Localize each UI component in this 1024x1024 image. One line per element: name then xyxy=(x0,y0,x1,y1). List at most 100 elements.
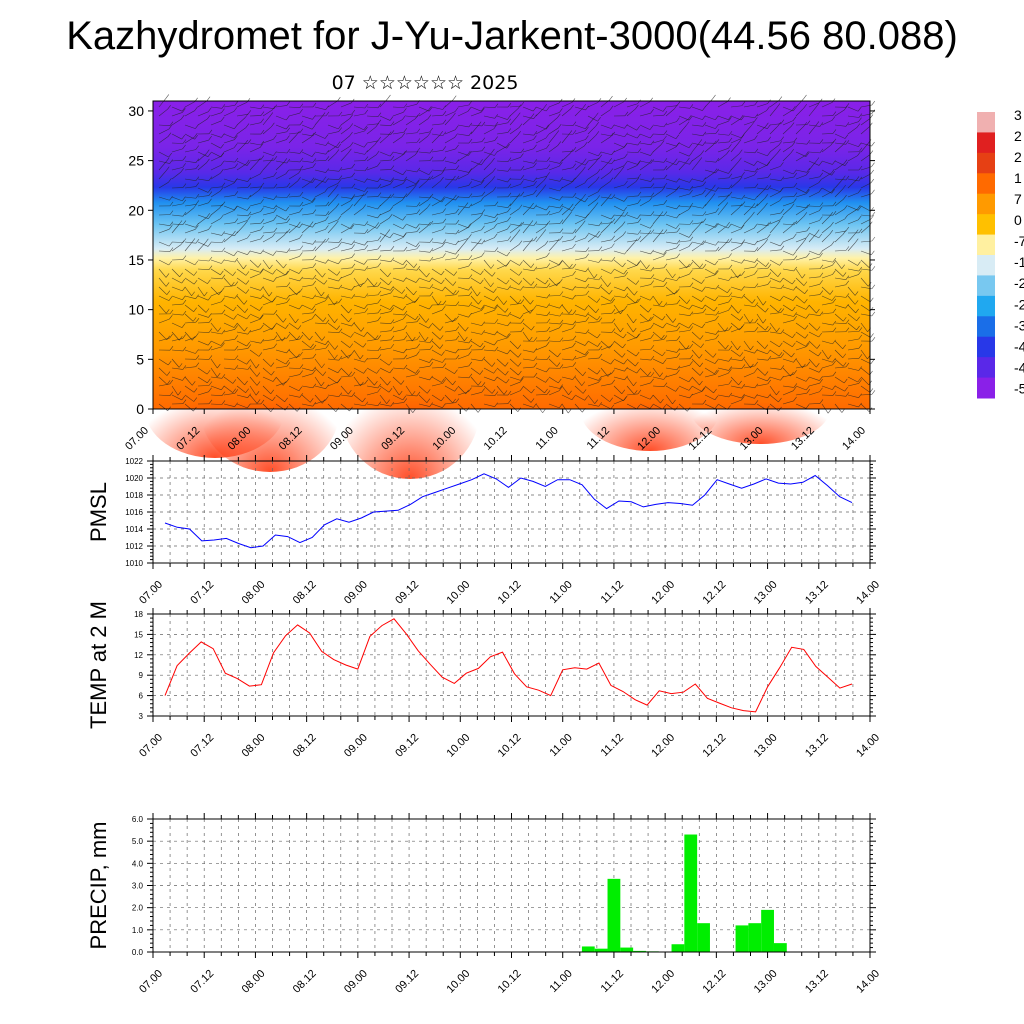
wind-barb-flag xyxy=(673,158,678,163)
wind-barb xyxy=(730,223,742,229)
wind-barb-flag xyxy=(543,103,547,109)
wind-barb xyxy=(210,112,222,117)
wind-barb-flag xyxy=(558,123,562,129)
wind-barb xyxy=(223,234,233,243)
wind-barb xyxy=(587,102,599,108)
wind-barb xyxy=(769,107,778,117)
wind-barb-flag xyxy=(389,151,394,157)
wind-barb xyxy=(301,160,313,163)
wind-barb-flag xyxy=(464,238,469,243)
wind-barb-flag xyxy=(494,247,499,252)
wind-barb-flag xyxy=(871,311,876,317)
wind-barb-flag xyxy=(702,218,707,223)
wind-barb xyxy=(496,220,508,225)
wind-barb-flag xyxy=(870,297,874,303)
wind-barb xyxy=(223,182,235,189)
wind-barb-flag xyxy=(273,104,278,109)
wind-barb xyxy=(626,195,638,198)
wind-barb-flag xyxy=(842,184,846,190)
wind-barb xyxy=(574,160,586,166)
wind-barb xyxy=(184,259,195,266)
wind-barb-flag xyxy=(855,238,859,243)
wind-barb-flag xyxy=(247,177,251,182)
wind-barb xyxy=(457,242,466,252)
wind-barb xyxy=(288,134,297,144)
wind-barb xyxy=(652,160,664,163)
wind-barb-flag xyxy=(728,253,732,258)
wind-barb-flag xyxy=(452,175,456,181)
precip-bar xyxy=(620,947,634,952)
wind-barb-flag xyxy=(415,224,420,229)
wind-barb-flag xyxy=(477,121,482,126)
wind-barb-flag xyxy=(507,118,512,123)
wind-barb-flag xyxy=(375,222,380,227)
wind-barb xyxy=(197,139,209,144)
wind-barb-flag xyxy=(520,148,525,153)
wind-barb xyxy=(483,115,495,119)
wind-barb xyxy=(834,188,843,198)
wind-barb-flag xyxy=(286,182,291,188)
wind-barb xyxy=(652,250,664,255)
wind-barb-flag xyxy=(402,233,407,238)
wind-barb-flag xyxy=(244,113,249,118)
colorbar-label: 2 xyxy=(1014,128,1022,144)
wind-barb xyxy=(665,105,677,108)
wind-barb xyxy=(613,133,625,138)
wind-barb-flag xyxy=(468,255,473,260)
wind-barb-flag xyxy=(233,206,238,211)
wind-barb-flag xyxy=(428,107,433,112)
wind-barb-flag xyxy=(663,211,668,216)
wind-barb xyxy=(470,124,482,127)
wind-barb xyxy=(678,240,690,243)
wind-barb-flag xyxy=(283,263,287,269)
wind-barb-flag xyxy=(726,149,730,155)
wind-barb xyxy=(366,214,378,219)
wind-barb-flag xyxy=(467,170,472,175)
wind-barb xyxy=(626,203,638,207)
wind-barb-flag xyxy=(260,129,265,135)
wind-barb-flag xyxy=(659,229,664,234)
wind-barb-flag xyxy=(193,271,198,276)
x-tick-label: 09.12 xyxy=(393,732,421,760)
wind-barb-flag xyxy=(429,220,434,226)
wind-barb-flag xyxy=(334,184,339,189)
wind-barb xyxy=(782,106,794,112)
y-tick-label: 4.0 xyxy=(132,859,144,868)
wind-barb-flag xyxy=(167,105,171,110)
wind-barb xyxy=(691,124,703,127)
wind-barb-flag xyxy=(349,204,353,209)
wind-barb-flag xyxy=(350,196,354,201)
wind-barb xyxy=(795,216,805,225)
wind-barb-flag xyxy=(624,124,628,129)
wind-barb-flag xyxy=(518,204,523,209)
wind-barb-flag xyxy=(857,215,862,221)
wind-barb xyxy=(600,172,611,180)
wind-barb xyxy=(600,161,609,171)
wind-barb-flag xyxy=(754,170,758,176)
wind-barb xyxy=(444,179,453,189)
wind-barb-flag xyxy=(364,229,369,234)
wind-barb-flag xyxy=(622,262,626,268)
wind-barb-flag xyxy=(559,177,563,182)
wind-barb-flag xyxy=(842,230,847,235)
wind-barb-flag xyxy=(754,148,759,153)
wind-barb xyxy=(600,222,612,225)
wind-barb-flag xyxy=(637,191,642,197)
wind-barb-flag xyxy=(260,268,264,273)
wind-barb xyxy=(652,232,665,234)
wind-barb-flag xyxy=(871,266,876,271)
wind-barb xyxy=(184,124,196,129)
wind-barb xyxy=(665,257,677,261)
wind-barb xyxy=(353,241,365,246)
wind-barb xyxy=(678,118,689,126)
wind-barb xyxy=(171,223,184,225)
wind-barb xyxy=(418,199,429,207)
wind-barb xyxy=(522,160,534,164)
wind-barb-flag xyxy=(387,94,391,100)
wind-barb-flag xyxy=(413,184,417,190)
wind-barb-flag xyxy=(364,166,369,172)
y-tick-label: 1010 xyxy=(125,559,143,568)
wind-barb xyxy=(405,132,417,135)
wind-barb-flag xyxy=(441,197,446,203)
precip-bar xyxy=(671,944,685,952)
